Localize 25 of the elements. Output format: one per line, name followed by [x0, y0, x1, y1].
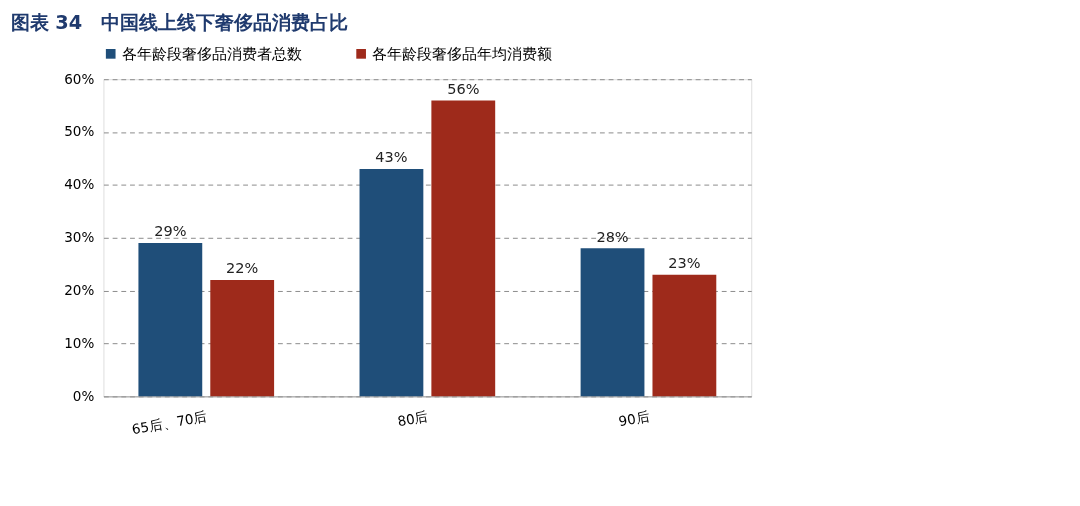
bar — [580, 248, 645, 397]
y-tick-label: 20% — [64, 282, 95, 299]
text: 22% — [226, 260, 259, 277]
bar — [652, 274, 717, 397]
text: 56% — [447, 80, 480, 97]
text: 28% — [596, 228, 629, 245]
legend-label: 各年龄段奢侈品消费者总数 — [121, 45, 302, 62]
x-tick-label: 65后、70后 — [130, 408, 209, 438]
x-tick-label: 80后 — [396, 408, 430, 430]
bar — [431, 100, 496, 397]
y-tick-label: 10% — [64, 334, 95, 351]
text: 23% — [668, 255, 701, 272]
bar — [359, 169, 424, 397]
text: 43% — [375, 149, 408, 166]
y-tick-label: 60% — [64, 70, 95, 87]
y-tick-label: 50% — [64, 123, 95, 140]
chart-title: 图表 34 中国线上线下奢侈品消费占比 — [10, 10, 349, 34]
y-tick-label: 30% — [64, 229, 95, 246]
bar — [210, 280, 275, 397]
text: 29% — [154, 223, 187, 240]
x-tick-label: 90后 — [617, 408, 651, 430]
y-tick-label: 40% — [64, 176, 95, 193]
bar — [138, 243, 203, 397]
y-tick-label: 0% — [72, 387, 95, 404]
legend-label: 各年龄段奢侈品年均消费额 — [372, 45, 553, 62]
